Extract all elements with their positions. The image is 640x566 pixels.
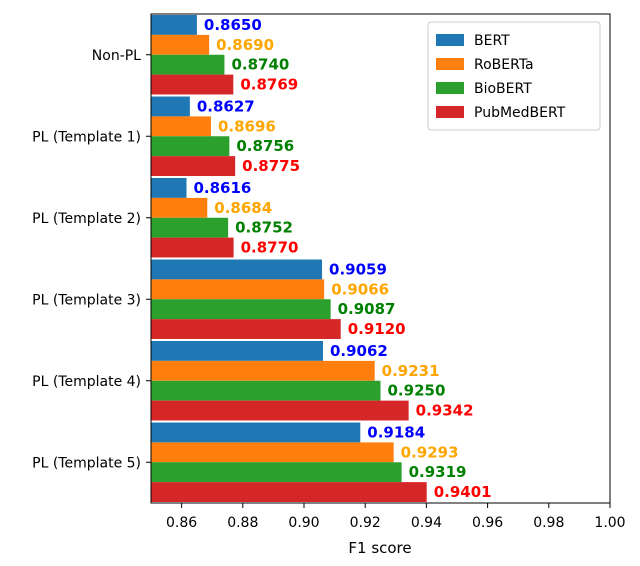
value-label-bert-4: 0.9062: [330, 342, 388, 360]
y-tick-label: PL (Template 5): [32, 455, 141, 471]
x-tick-label: 0.86: [166, 515, 197, 531]
legend-label-biobert: BioBERT: [474, 81, 532, 97]
y-tick-label: Non-PL: [92, 48, 141, 64]
bar-biobert-5: [151, 462, 402, 483]
bar-roberta-1: [151, 116, 211, 137]
bar-bert-5: [151, 422, 361, 443]
x-tick-label: 0.98: [533, 515, 564, 531]
bar-pubmedbert-1: [151, 156, 236, 176]
value-label-pubmedbert-5: 0.9401: [434, 483, 492, 501]
x-tick-label: 0.88: [227, 515, 258, 531]
bars-group: [151, 15, 427, 502]
bar-pubmedbert-3: [151, 319, 341, 339]
legend-label-bert: BERT: [474, 33, 510, 49]
y-axis-ticks: Non-PL PL (Template 1) PL (Template 2) PL (…: [32, 48, 151, 471]
legend-swatch-roberta: [436, 58, 464, 70]
bar-biobert-0: [151, 54, 225, 75]
plot-frame: [150, 13, 611, 504]
value-label-roberta-1: 0.8696: [218, 117, 276, 135]
bar-roberta-3: [151, 279, 325, 300]
x-tick-label: 0.94: [411, 515, 442, 531]
bar-bert-3: [151, 259, 323, 280]
bar-pubmedbert-0: [151, 74, 234, 95]
value-label-bert-0: 0.8650: [204, 16, 262, 34]
bar-roberta-2: [151, 197, 208, 218]
bar-bert-2: [151, 178, 187, 198]
value-label-biobert-3: 0.9087: [338, 300, 396, 318]
value-label-roberta-4: 0.9231: [382, 362, 440, 380]
x-tick-label: 0.92: [350, 515, 381, 531]
value-label-pubmedbert-4: 0.9342: [416, 402, 474, 420]
y-tick-label: PL (Template 1): [32, 129, 141, 145]
value-labels-group: 0.8650 0.8690 0.8740 0.8769 0.8627 0.8696 0.87…: [193, 16, 491, 501]
bar-biobert-1: [151, 136, 230, 157]
legend-swatch-pubmedbert: [436, 106, 464, 118]
x-tick-label: 0.90: [288, 515, 319, 531]
bar-pubmedbert-4: [151, 400, 409, 421]
legend-label-roberta: RoBERTa: [474, 57, 534, 73]
value-label-bert-2: 0.8616: [193, 179, 251, 197]
y-tick-label: PL (Template 4): [32, 374, 141, 390]
bar-pubmedbert-5: [151, 482, 427, 502]
bar-roberta-4: [151, 360, 375, 381]
value-label-roberta-5: 0.9293: [401, 443, 459, 461]
value-label-biobert-1: 0.8756: [236, 137, 294, 155]
x-tick-label: 0.96: [472, 515, 503, 531]
legend-swatch-biobert: [436, 82, 464, 94]
x-tick-label: 1.00: [594, 515, 625, 531]
value-label-biobert-5: 0.9319: [409, 463, 467, 481]
legend-swatch-bert: [436, 34, 464, 46]
legend-label-pubmedbert: PubMedBERT: [474, 105, 566, 121]
legend: BERT RoBERTa BioBERT PubMedBERT: [427, 21, 601, 131]
value-label-pubmedbert-1: 0.8775: [242, 157, 300, 175]
x-axis-ticks: 0.86 0.88 0.90 0.92 0.94 0.96 0.98 1.00: [166, 503, 626, 531]
bar-bert-4: [151, 341, 323, 361]
bar-biobert-4: [151, 380, 381, 401]
bar-bert-1: [151, 96, 190, 117]
value-label-bert-5: 0.9184: [367, 423, 425, 441]
value-label-biobert-4: 0.9250: [388, 382, 446, 400]
value-label-biobert-2: 0.8752: [235, 219, 293, 237]
y-tick-label: PL (Template 3): [32, 292, 141, 308]
value-label-pubmedbert-3: 0.9120: [348, 320, 406, 338]
value-label-pubmedbert-0: 0.8769: [240, 76, 298, 94]
x-axis-label: F1 score: [348, 539, 411, 557]
y-tick-label: PL (Template 2): [32, 211, 141, 227]
value-label-pubmedbert-2: 0.8770: [241, 239, 299, 257]
legend-box: [427, 21, 601, 131]
bar-roberta-0: [151, 34, 210, 55]
bar-biobert-3: [151, 299, 331, 320]
value-label-roberta-3: 0.9066: [331, 280, 389, 298]
value-label-bert-3: 0.9059: [329, 260, 387, 278]
bar-pubmedbert-2: [151, 237, 234, 258]
value-label-roberta-2: 0.8684: [214, 199, 272, 217]
value-label-roberta-0: 0.8690: [216, 36, 274, 54]
bar-bert-0: [151, 15, 197, 35]
bar-roberta-5: [151, 442, 394, 463]
value-label-bert-1: 0.8627: [197, 97, 255, 115]
bar-biobert-2: [151, 217, 229, 238]
value-label-biobert-0: 0.8740: [231, 56, 289, 74]
